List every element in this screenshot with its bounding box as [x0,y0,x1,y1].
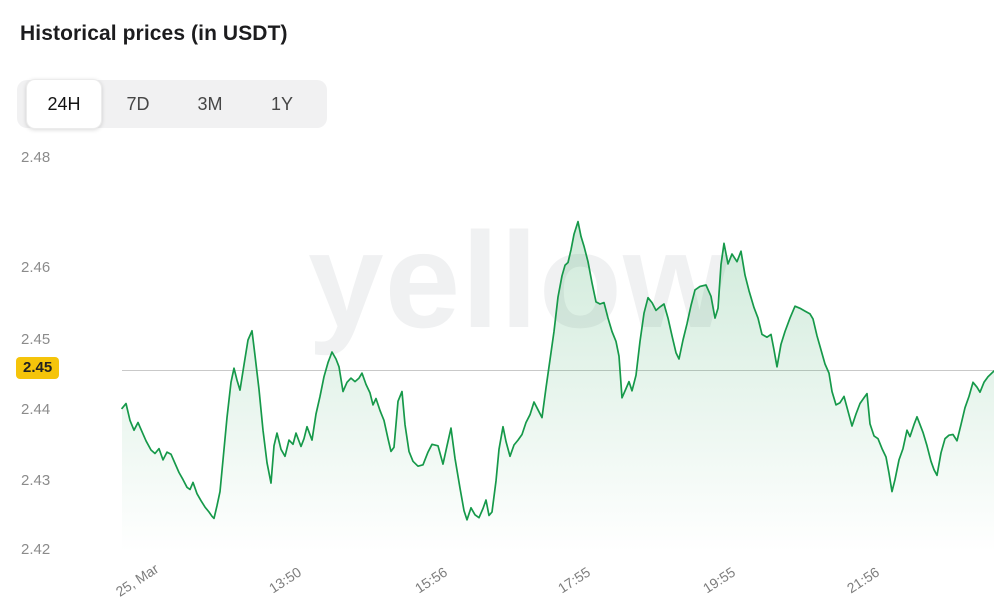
tab-3m[interactable]: 3M [174,80,246,128]
y-axis-label: 2.48 [21,149,51,166]
page-title: Historical prices (in USDT) [20,22,288,45]
tab-7d[interactable]: 7D [102,80,174,128]
y-axis-label: 2.45 [21,331,51,348]
tab-1y[interactable]: 1Y [246,80,318,128]
y-axis-label: 2.44 [21,401,51,418]
current-price-badge: 2.45 [16,357,60,379]
y-axis-label: 2.42 [21,541,51,558]
price-line-series [121,220,994,521]
y-axis-label: 2.46 [21,259,51,276]
time-range-tab-group: 24H 7D 3M 1Y [17,79,327,129]
price-area-fill [122,221,994,552]
y-axis-label: 2.43 [21,472,51,489]
tab-24h[interactable]: 24H [26,79,102,129]
